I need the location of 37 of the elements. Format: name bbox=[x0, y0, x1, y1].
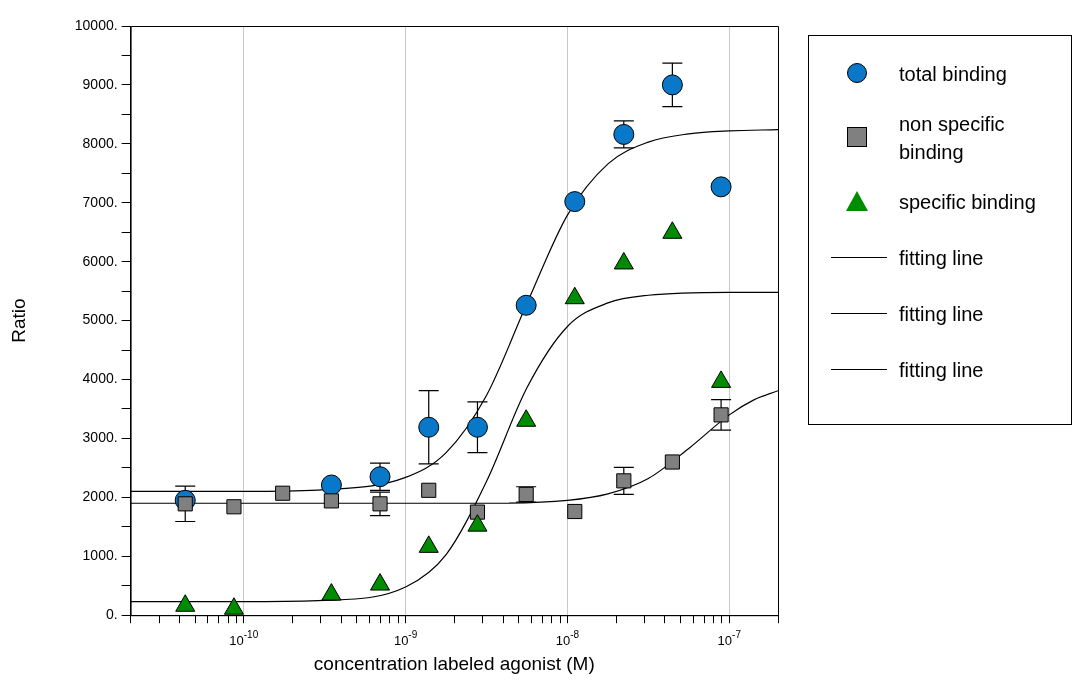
point bbox=[664, 454, 680, 470]
y-tick-label: 5000. bbox=[82, 311, 118, 328]
point bbox=[661, 74, 683, 96]
point bbox=[710, 176, 732, 198]
legend-label: fitting line bbox=[899, 246, 984, 271]
point bbox=[372, 496, 388, 512]
point bbox=[320, 474, 342, 496]
point bbox=[616, 473, 632, 489]
y-tick-label: 0. bbox=[105, 606, 118, 623]
point bbox=[226, 499, 242, 515]
point bbox=[418, 416, 440, 438]
point bbox=[469, 504, 486, 520]
point bbox=[515, 294, 537, 316]
y-tick-label: 9000. bbox=[82, 75, 118, 92]
point bbox=[275, 485, 291, 501]
y-tick-label: 8000. bbox=[82, 134, 118, 151]
x-axis-title: concentration labeled agonist (M) bbox=[313, 652, 595, 674]
y-tick-label: 3000. bbox=[82, 429, 118, 446]
y-tick-label: 7000. bbox=[82, 193, 118, 210]
y-tick-label: 6000. bbox=[82, 252, 118, 269]
point bbox=[713, 407, 729, 423]
y-tick-label: 10000. bbox=[74, 16, 118, 33]
y-tick-label: 2000. bbox=[82, 488, 118, 505]
point bbox=[567, 503, 583, 520]
point bbox=[323, 493, 339, 509]
y-tick-label: 1000. bbox=[82, 547, 118, 564]
point bbox=[466, 416, 488, 438]
point bbox=[421, 482, 437, 498]
point bbox=[369, 466, 391, 488]
point bbox=[564, 191, 586, 213]
legend-label: total binding bbox=[899, 62, 1007, 87]
legend-label: fitting line bbox=[899, 302, 984, 327]
y-axis-title: Ratio bbox=[7, 298, 29, 343]
legend-label: fitting line bbox=[899, 358, 984, 383]
legend-label: non specific binding bbox=[899, 112, 1006, 165]
legend-label: specific binding bbox=[899, 190, 1036, 215]
y-tick-label: 4000. bbox=[82, 370, 118, 387]
